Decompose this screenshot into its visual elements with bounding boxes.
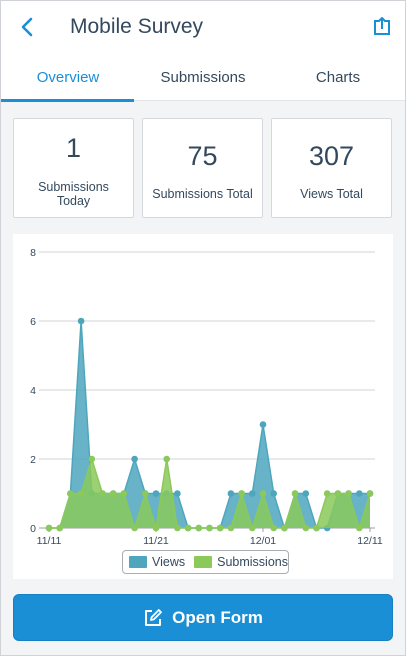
- point-views: [259, 421, 267, 428]
- share-upload-icon: [374, 17, 390, 35]
- tab-active-indicator: [1, 99, 134, 102]
- point-submissions: [163, 455, 170, 463]
- point-views: [302, 490, 310, 497]
- point-views: [77, 317, 85, 325]
- chart-legend: Views Submissions: [122, 550, 289, 574]
- stat-card-submissions-today: 1 Submissions Today: [13, 118, 134, 218]
- stat-card-views-total: 307 Views Total: [271, 118, 392, 218]
- tab-submissions-label: Submissions: [160, 68, 246, 86]
- point-submissions: [109, 490, 117, 497]
- tab-submissions[interactable]: Submissions: [136, 53, 270, 101]
- point-submissions: [366, 490, 374, 497]
- point-submissions: [356, 524, 363, 532]
- stat-value: 1: [65, 133, 82, 163]
- point-submissions: [152, 524, 160, 532]
- point-submissions: [142, 490, 149, 497]
- open-form-label: Open Form: [172, 607, 263, 627]
- point-submissions: [88, 455, 96, 463]
- tab-overview[interactable]: Overview: [1, 53, 135, 102]
- y-tick-label: 4: [30, 385, 36, 397]
- point-views: [152, 490, 160, 497]
- point-submissions: [45, 524, 53, 532]
- point-views: [227, 490, 235, 497]
- point-submissions: [120, 490, 128, 497]
- point-submissions: [99, 490, 106, 497]
- tab-charts-label: Charts: [315, 68, 361, 86]
- point-submissions: [291, 490, 299, 497]
- tab-overview-label: Overview: [36, 68, 100, 86]
- share-button[interactable]: [370, 12, 394, 40]
- point-submissions: [281, 524, 288, 532]
- point-views: [174, 490, 181, 497]
- point-submissions: [249, 524, 256, 532]
- point-submissions: [77, 490, 85, 497]
- point-submissions: [227, 524, 235, 532]
- x-tick-label: 12/01: [250, 535, 276, 546]
- point-submissions: [345, 490, 352, 497]
- stat-value: 75: [187, 141, 218, 171]
- y-tick-label: 6: [30, 316, 36, 328]
- edit-form-icon: [143, 608, 163, 628]
- legend-label-views: Views: [152, 555, 186, 569]
- point-submissions: [56, 524, 63, 532]
- legend-item-submissions[interactable]: Submissions: [194, 555, 288, 569]
- stat-label: Views Total: [300, 187, 363, 201]
- views-submissions-chart: 0 2 4 6 8 11/11 11/21 12/01 12/11 Views Submissi…: [13, 234, 393, 579]
- point-submissions: [195, 524, 203, 532]
- legend-item-views[interactable]: Views: [129, 555, 185, 569]
- x-tick-label: 11/21: [143, 535, 169, 546]
- area-submissions: [49, 459, 370, 528]
- stat-label-line2: Today: [56, 194, 91, 208]
- chart-svg: 0 2 4 6 8 11/11 11/21 12/01 12/11: [30, 247, 383, 546]
- legend-swatch-submissions: [194, 556, 213, 568]
- point-views: [131, 455, 138, 463]
- x-tick-label: 11/11: [37, 535, 62, 546]
- legend-swatch-views: [129, 556, 147, 568]
- app-header: Mobile Survey: [1, 1, 405, 53]
- tab-bar: Overview Submissions Charts: [1, 53, 405, 102]
- point-submissions: [313, 524, 320, 532]
- stat-label: Submissions Total: [152, 187, 253, 201]
- point-submissions: [323, 490, 331, 497]
- point-submissions: [270, 524, 278, 532]
- point-submissions: [174, 524, 181, 532]
- point-submissions: [206, 524, 213, 532]
- legend-label-submissions: Submissions: [217, 555, 288, 569]
- page-title: Mobile Survey: [70, 15, 204, 38]
- open-form-button[interactable]: Open Form: [13, 594, 393, 641]
- stat-card-submissions-total: 75 Submissions Total: [142, 118, 263, 218]
- point-submissions: [131, 524, 138, 532]
- y-tick-label: 8: [30, 247, 36, 259]
- point-submissions: [216, 524, 224, 532]
- point-views: [249, 490, 256, 497]
- point-submissions: [334, 490, 342, 497]
- stat-label: Submissions: [38, 180, 109, 194]
- point-submissions: [259, 490, 267, 497]
- x-tick-label: 12/11: [357, 535, 383, 546]
- point-submissions: [184, 524, 192, 532]
- point-submissions: [238, 490, 245, 497]
- point-views: [270, 490, 278, 497]
- stat-value: 307: [308, 141, 355, 171]
- back-button[interactable]: [13, 11, 41, 43]
- y-tick-label: 2: [30, 454, 36, 466]
- tab-charts[interactable]: Charts: [271, 53, 405, 101]
- back-chevron-icon: [21, 17, 33, 37]
- point-submissions: [302, 524, 310, 532]
- point-views: [356, 490, 363, 497]
- y-tick-label: 0: [30, 523, 36, 535]
- point-submissions: [67, 490, 74, 497]
